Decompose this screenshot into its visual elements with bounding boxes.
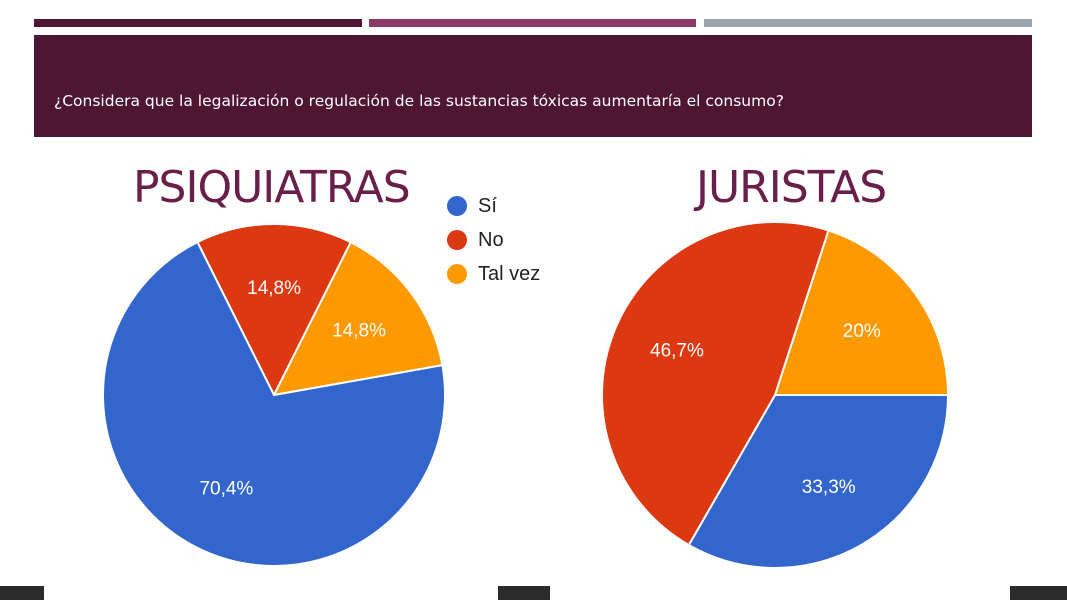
- legend-label-si: Sí: [478, 194, 497, 217]
- bottom-edge-block-left: [0, 586, 44, 600]
- legend-dot-no: [447, 230, 467, 250]
- pie-label-juristas-tal-vez: 20%: [843, 321, 881, 342]
- pie-slice-psiquiatras-si: [102, 240, 446, 567]
- legend-dot-tal-vez: [447, 264, 467, 284]
- pie-label-juristas-si: 33,3%: [802, 477, 856, 498]
- bottom-edge-block-center: [498, 586, 550, 600]
- bottom-edge-block-right: [1010, 586, 1067, 600]
- legend-label-tal-vez: Tal vez: [478, 262, 541, 285]
- accent-bar-gray: [704, 19, 1032, 27]
- pie-label-psiquiatras-si: 70,4%: [199, 479, 253, 500]
- pie-slice-juristas-si: [687, 394, 950, 569]
- accent-bar-dark: [34, 19, 362, 27]
- pie-label-juristas-no: 46,7%: [650, 340, 704, 361]
- pie-slice-psiquiatras-no: [196, 223, 353, 398]
- title-banner: [34, 35, 1032, 137]
- pie-chart-psiquiatras: 14,8% 14,8% 70,4%: [102, 223, 446, 567]
- pie-chart-juristas: 20% 33,3% 46,7%: [601, 221, 950, 569]
- legend-item-tal-vez: Tal vez: [447, 257, 540, 291]
- pie-label-psiquiatras-no: 14,8%: [247, 278, 301, 299]
- pie-slice-juristas-tal-vez: [773, 229, 950, 396]
- pie-slice-psiquiatras-tal-vez: [272, 240, 444, 397]
- survey-question: ¿Considera que la legalización o regulac…: [54, 92, 784, 110]
- chart-legend: Sí No Tal vez: [447, 189, 540, 291]
- accent-bar-magenta: [369, 19, 696, 27]
- chart-title-psiquiatras: PSIQUIATRAS: [133, 162, 411, 213]
- pie-label-psiquiatras-tal-vez: 14,8%: [332, 321, 386, 342]
- pie-slice-juristas-no: [601, 221, 830, 547]
- legend-item-si: Sí: [447, 189, 540, 223]
- legend-dot-si: [447, 196, 467, 216]
- chart-title-juristas: JURISTAS: [696, 162, 887, 213]
- legend-item-no: No: [447, 223, 540, 257]
- legend-label-no: No: [478, 228, 504, 251]
